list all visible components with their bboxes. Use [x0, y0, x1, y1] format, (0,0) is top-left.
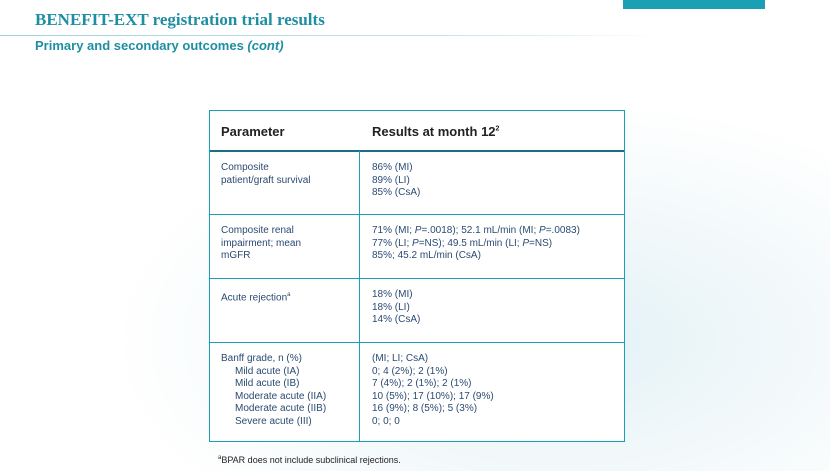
cell-line: Composite [221, 162, 269, 173]
footnote-ref: a [287, 292, 291, 298]
footnote-text: BPAR does not include subclinical reject… [221, 455, 401, 465]
cell-line: Composite renal [221, 225, 294, 236]
cell-line: 89% (LI) [372, 174, 410, 186]
row-divider [210, 278, 624, 279]
cell-line: 85%; 45.2 mL/min (CsA) [372, 250, 481, 261]
footnote: aBPAR does not include subclinical rejec… [218, 455, 401, 465]
text-run: Acute rejection [221, 292, 288, 304]
row-divider [210, 214, 624, 215]
header-results: Results at month 122 [372, 124, 499, 139]
cell-line: 14% (CsA) [372, 314, 421, 325]
footnote-marker: a [218, 455, 222, 461]
cell-line: impairment; mean [221, 237, 302, 249]
top-accent-bar [623, 0, 765, 9]
row-2-parameter: Composite renal impairment; mean mGFR [221, 225, 301, 263]
p-italic: P [539, 225, 546, 236]
cell-line: Mild acute (IA) [235, 365, 300, 377]
slide-subtitle: Primary and secondary outcomes (cont) [35, 38, 284, 53]
row-3-parameter: Acute rejectiona [221, 289, 291, 305]
row-1-parameter: Composite patient/graft survival [221, 162, 311, 187]
cell-line: 7 (4%); 2 (1%); 2 (1%) [372, 378, 472, 389]
cell-line: 0; 4 (2%); 2 (1%) [372, 365, 448, 377]
cell-line: 85% (CsA) [372, 187, 421, 198]
row-divider [210, 342, 624, 343]
text-run: 71% (MI; [372, 225, 415, 236]
header-results-ref: 2 [495, 125, 500, 133]
cell-line: 0; 0; 0 [372, 415, 400, 427]
cell-line: Banff grade, n (%) [221, 353, 302, 364]
p-italic: P [414, 225, 422, 236]
cell-line: 86% (MI) [372, 162, 413, 173]
cell-line: 77% (LI; P=NS); 49.5 mL/min (LI; P=NS) [372, 238, 580, 251]
subtitle-main: Primary and secondary outcomes [35, 38, 248, 53]
cell-line: patient/graft survival [221, 174, 311, 186]
cell-line: Moderate acute (IIA) [235, 390, 327, 402]
cell-line: 10 (5%); 17 (10%); 17 (9%) [372, 390, 494, 402]
slide-title: BENEFIT-EXT registration trial results [35, 10, 325, 29]
results-table: Parameter Results at month 122 Composite… [209, 110, 625, 442]
text-run: =NS) [529, 237, 553, 249]
row-3-results: 18% (MI) 18% (LI) 14% (CsA) [372, 289, 420, 327]
p-italic: P [412, 237, 419, 249]
cell-line: Severe acute (III) [235, 415, 312, 427]
row-2-results: 71% (MI; P=.0018); 52.1 mL/min (MI; P=.0… [372, 225, 580, 263]
header-parameter: Parameter [221, 124, 285, 139]
cell-line: Mild acute (IB) [235, 378, 300, 389]
cell-line: 18% (MI) [372, 289, 413, 300]
row-1-results: 86% (MI) 89% (LI) 85% (CsA) [372, 162, 420, 200]
text-run: =.0018); 52.1 mL/min (MI; [421, 225, 540, 236]
text-run: =.0083) [545, 225, 580, 236]
row-4-parameter: Banff grade, n (%) Mild acute (IA) Mild … [221, 353, 326, 428]
subtitle-cont: (cont) [247, 38, 284, 53]
header-divider [210, 150, 624, 152]
text-run: 77% (LI; [372, 237, 413, 249]
cell-line: Moderate acute (IIB) [235, 403, 327, 414]
cell-line: (MI; LI; CsA) [372, 353, 429, 364]
cell-line: 71% (MI; P=.0018); 52.1 mL/min (MI; P=.0… [372, 225, 580, 238]
cell-line: 16 (9%); 8 (5%); 5 (3%) [372, 403, 478, 414]
column-divider [359, 151, 360, 441]
p-italic: P [522, 237, 530, 249]
cell-line: 18% (LI) [372, 301, 410, 313]
text-run: =NS); 49.5 mL/min (LI; [418, 237, 523, 249]
cell-line: mGFR [221, 250, 251, 261]
header-results-label: Results at month 12 [372, 124, 496, 139]
title-rule [0, 35, 660, 36]
cell-line: Acute rejectiona [221, 289, 291, 305]
row-4-results: (MI; LI; CsA) 0; 4 (2%); 2 (1%) 7 (4%); … [372, 353, 494, 428]
